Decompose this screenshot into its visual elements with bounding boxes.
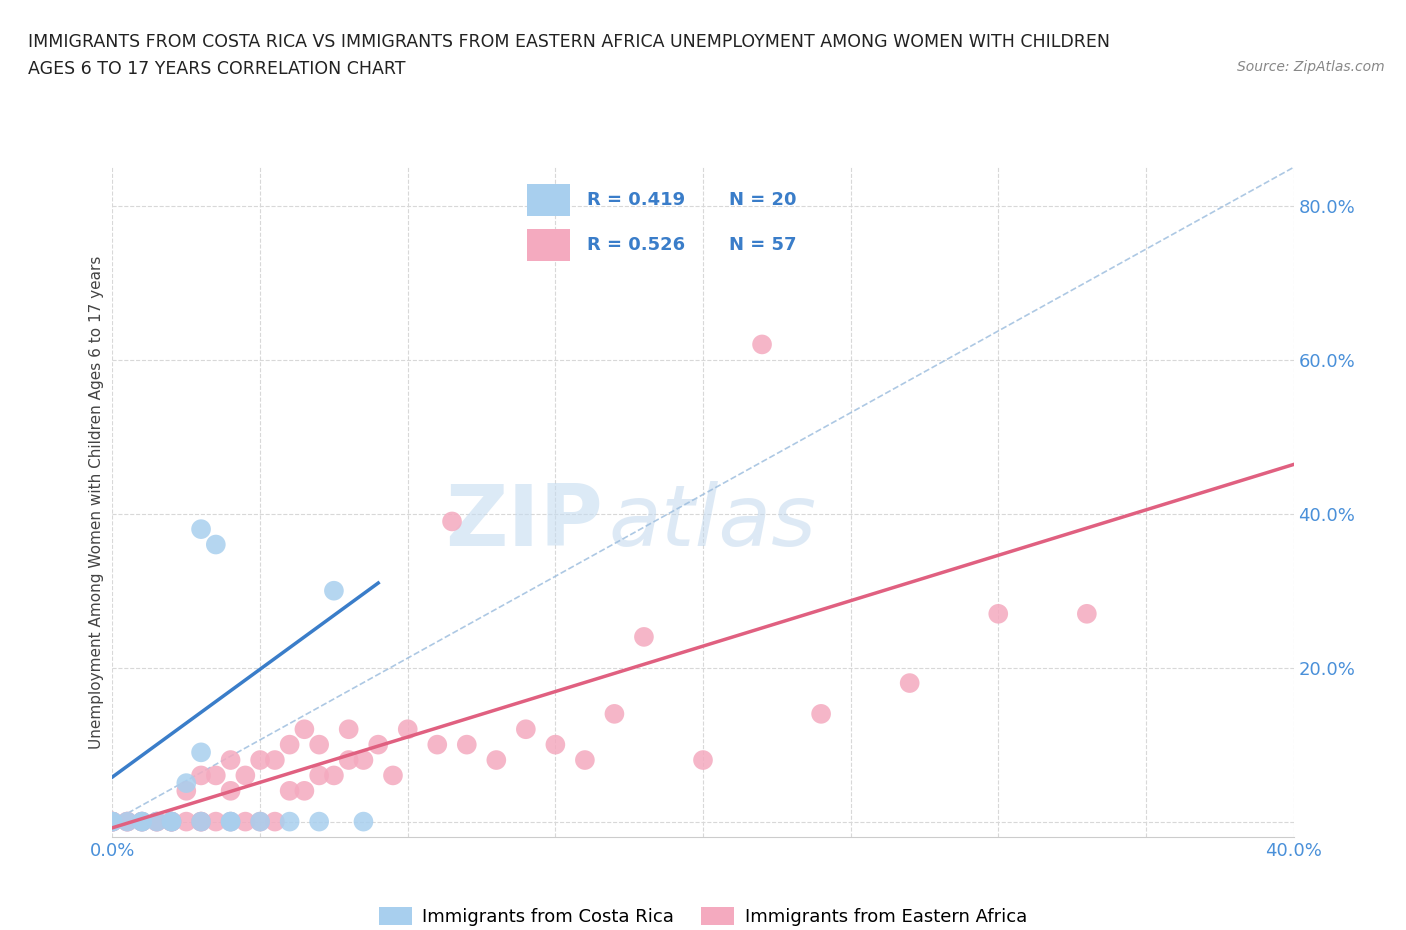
Point — [131, 814, 153, 829]
Point — [131, 814, 153, 829]
Text: atlas: atlas — [609, 481, 817, 564]
Point — [190, 814, 212, 829]
Point — [146, 814, 169, 829]
Point — [337, 752, 360, 767]
Point — [515, 722, 537, 737]
Point — [160, 814, 183, 829]
Point — [574, 752, 596, 767]
Point — [337, 722, 360, 737]
Point — [190, 522, 212, 537]
Text: AGES 6 TO 17 YEARS CORRELATION CHART: AGES 6 TO 17 YEARS CORRELATION CHART — [28, 60, 405, 78]
Point — [117, 814, 138, 829]
Point — [264, 752, 287, 767]
Point — [308, 737, 330, 752]
Point — [101, 814, 124, 829]
Point — [308, 814, 330, 829]
Text: ZIP: ZIP — [444, 481, 603, 564]
Point — [382, 768, 405, 783]
Text: Source: ZipAtlas.com: Source: ZipAtlas.com — [1237, 60, 1385, 74]
Point — [352, 752, 374, 767]
Point — [101, 814, 124, 829]
Y-axis label: Unemployment Among Women with Children Ages 6 to 17 years: Unemployment Among Women with Children A… — [89, 256, 104, 749]
Text: IMMIGRANTS FROM COSTA RICA VS IMMIGRANTS FROM EASTERN AFRICA UNEMPLOYMENT AMONG : IMMIGRANTS FROM COSTA RICA VS IMMIGRANTS… — [28, 33, 1111, 50]
Point — [323, 768, 346, 783]
Point — [249, 814, 271, 829]
Point — [205, 768, 228, 783]
Point — [219, 814, 242, 829]
Point — [278, 814, 301, 829]
Point — [190, 745, 212, 760]
Point — [278, 783, 301, 798]
Point — [205, 538, 228, 552]
Point — [323, 583, 346, 598]
Point — [101, 814, 124, 829]
Point — [233, 814, 256, 829]
Point — [219, 783, 242, 798]
Point — [101, 814, 124, 829]
Point — [219, 752, 242, 767]
Point — [308, 768, 330, 783]
Legend: Immigrants from Costa Rica, Immigrants from Eastern Africa: Immigrants from Costa Rica, Immigrants f… — [371, 899, 1035, 930]
Point — [456, 737, 478, 752]
Point — [751, 337, 773, 352]
Point — [160, 814, 183, 829]
Point — [146, 814, 169, 829]
Point — [485, 752, 508, 767]
Point — [633, 630, 655, 644]
Point — [117, 814, 138, 829]
Point — [160, 814, 183, 829]
Point — [146, 814, 169, 829]
Point — [278, 737, 301, 752]
Point — [160, 814, 183, 829]
Point — [692, 752, 714, 767]
Point — [160, 814, 183, 829]
Point — [396, 722, 419, 737]
Point — [249, 752, 271, 767]
Point — [426, 737, 449, 752]
Point — [117, 814, 138, 829]
Point — [131, 814, 153, 829]
Point — [190, 814, 212, 829]
Point — [367, 737, 389, 752]
Point — [190, 768, 212, 783]
Point — [190, 814, 212, 829]
Point — [174, 814, 197, 829]
Point — [101, 814, 124, 829]
Point — [352, 814, 374, 829]
Point — [264, 814, 287, 829]
Point — [219, 814, 242, 829]
Point — [810, 707, 832, 722]
Point — [441, 514, 464, 529]
Point — [987, 606, 1010, 621]
Point — [205, 814, 228, 829]
Point — [292, 783, 315, 798]
Point — [174, 783, 197, 798]
Point — [131, 814, 153, 829]
Point — [292, 722, 315, 737]
Point — [174, 776, 197, 790]
Point — [603, 707, 626, 722]
Point — [249, 814, 271, 829]
Point — [1076, 606, 1098, 621]
Point — [544, 737, 567, 752]
Point — [898, 675, 921, 690]
Point — [101, 814, 124, 829]
Point — [233, 768, 256, 783]
Point — [219, 814, 242, 829]
